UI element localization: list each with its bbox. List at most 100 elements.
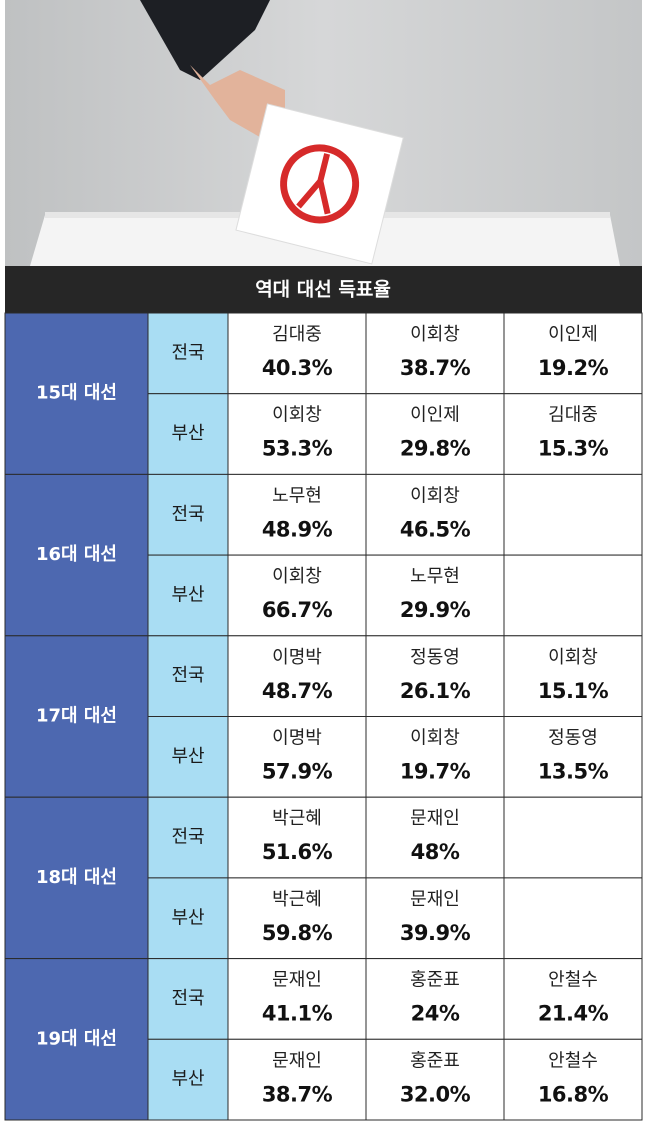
region-cell — [147, 635, 229, 717]
region-label: 부산 — [171, 584, 204, 605]
hand — [190, 65, 285, 140]
candidate-name: 문재인 — [410, 808, 460, 829]
region-label: 전국 — [171, 665, 204, 686]
candidate-name: 문재인 — [272, 970, 322, 991]
vote-share: 40.3% — [262, 356, 333, 380]
region-label: 전국 — [171, 988, 204, 1009]
vote-share: 57.9% — [262, 760, 333, 784]
region-label: 부산 — [171, 1069, 204, 1090]
result-cell — [365, 554, 505, 637]
vote-share: 41.1% — [262, 1002, 333, 1026]
election-label: 16대 대선 — [36, 544, 117, 565]
candidate-name: 이인제 — [548, 324, 598, 345]
vote-share: 26.1% — [400, 679, 471, 703]
region-cell — [147, 393, 229, 475]
result-cell — [365, 716, 505, 798]
candidate-name: 이회창 — [272, 566, 322, 587]
region-cell — [147, 554, 229, 637]
region-label: 부산 — [171, 746, 204, 767]
result-cell — [503, 393, 643, 475]
result-cell — [227, 473, 367, 556]
candidate-name: 홍준표 — [410, 1050, 460, 1071]
candidate-name: 홍준표 — [410, 970, 460, 991]
result-cell — [503, 1038, 643, 1121]
candidate-name: 이명박 — [272, 728, 322, 749]
candidate-name: 이인제 — [410, 405, 460, 426]
ballot-paper — [235, 103, 404, 265]
candidate-name: 문재인 — [410, 889, 460, 910]
candidate-name: 이회창 — [272, 405, 322, 426]
election-label: 17대 대선 — [36, 706, 117, 727]
stamp-mark — [296, 153, 331, 215]
vote-share: 21.4% — [538, 1002, 609, 1026]
vote-share: 13.5% — [538, 760, 609, 784]
result-cell — [227, 877, 367, 960]
result-cell — [365, 473, 505, 556]
vote-share: 19.7% — [400, 760, 471, 784]
vote-share: 15.1% — [538, 679, 609, 703]
result-cell — [503, 312, 643, 395]
vote-share: 46.5% — [400, 517, 471, 541]
title: 역대 대선 득표율 — [255, 279, 391, 301]
vote-share: 59.8% — [262, 921, 333, 945]
vote-share: 51.6% — [262, 840, 333, 864]
result-cell — [365, 958, 505, 1040]
vote-share: 39.9% — [400, 921, 471, 945]
photo — [5, 0, 642, 266]
result-cell — [503, 473, 643, 556]
vote-share: 32.0% — [400, 1082, 471, 1106]
candidate-name: 노무현 — [410, 566, 460, 587]
result-cell — [365, 877, 505, 960]
region-label: 전국 — [171, 342, 204, 363]
vote-share: 66.7% — [262, 598, 333, 622]
candidate-name: 이명박 — [272, 647, 322, 668]
election-label: 15대 대선 — [36, 383, 117, 404]
region-label: 부산 — [171, 907, 204, 928]
result-cell — [227, 716, 367, 798]
vote-share: 19.2% — [538, 356, 609, 380]
election-cell — [4, 958, 149, 1121]
result-cell — [503, 635, 643, 717]
sleeve — [140, 0, 270, 80]
region-cell — [147, 877, 229, 960]
vote-share: 48% — [411, 840, 460, 864]
vote-share: 38.7% — [400, 356, 471, 380]
vote-share: 48.9% — [262, 517, 333, 541]
candidate-name: 박근혜 — [272, 808, 322, 829]
candidate-name: 노무현 — [272, 485, 322, 506]
result-cell — [503, 796, 643, 879]
region-label: 부산 — [171, 423, 204, 444]
vote-share: 16.8% — [538, 1082, 609, 1106]
result-cell — [503, 554, 643, 637]
region-label: 전국 — [171, 827, 204, 848]
table: 15대 대선전국김대중40.3%이회창38.7%이인제19.2%부산이회창53.… — [4, 312, 643, 1121]
vote-share: 38.7% — [262, 1082, 333, 1106]
result-cell — [227, 1038, 367, 1121]
candidate-name: 정동영 — [548, 728, 598, 749]
result-cell — [365, 1038, 505, 1121]
candidate-name: 문재인 — [272, 1050, 322, 1071]
vote-share: 53.3% — [262, 437, 333, 461]
vote-share: 29.8% — [400, 437, 471, 461]
election-cell — [4, 635, 149, 798]
candidate-name: 이회창 — [410, 728, 460, 749]
result-cell — [503, 716, 643, 798]
region-label: 전국 — [171, 504, 204, 525]
candidate-name: 박근혜 — [272, 889, 322, 910]
candidate-name: 정동영 — [410, 647, 460, 668]
result-cell — [365, 312, 505, 395]
candidate-name: 이회창 — [548, 647, 598, 668]
region-cell — [147, 796, 229, 879]
candidate-name: 김대중 — [548, 405, 598, 426]
vote-share: 24% — [411, 1002, 460, 1026]
result-cell — [503, 877, 643, 960]
result-cell — [503, 958, 643, 1040]
election-cell — [4, 473, 149, 637]
title-bar — [5, 266, 642, 313]
election-cell — [4, 312, 149, 475]
candidate-name: 이회창 — [410, 324, 460, 345]
candidate-name: 안철수 — [548, 970, 598, 991]
election-label: 18대 대선 — [36, 867, 117, 888]
region-cell — [147, 1038, 229, 1121]
